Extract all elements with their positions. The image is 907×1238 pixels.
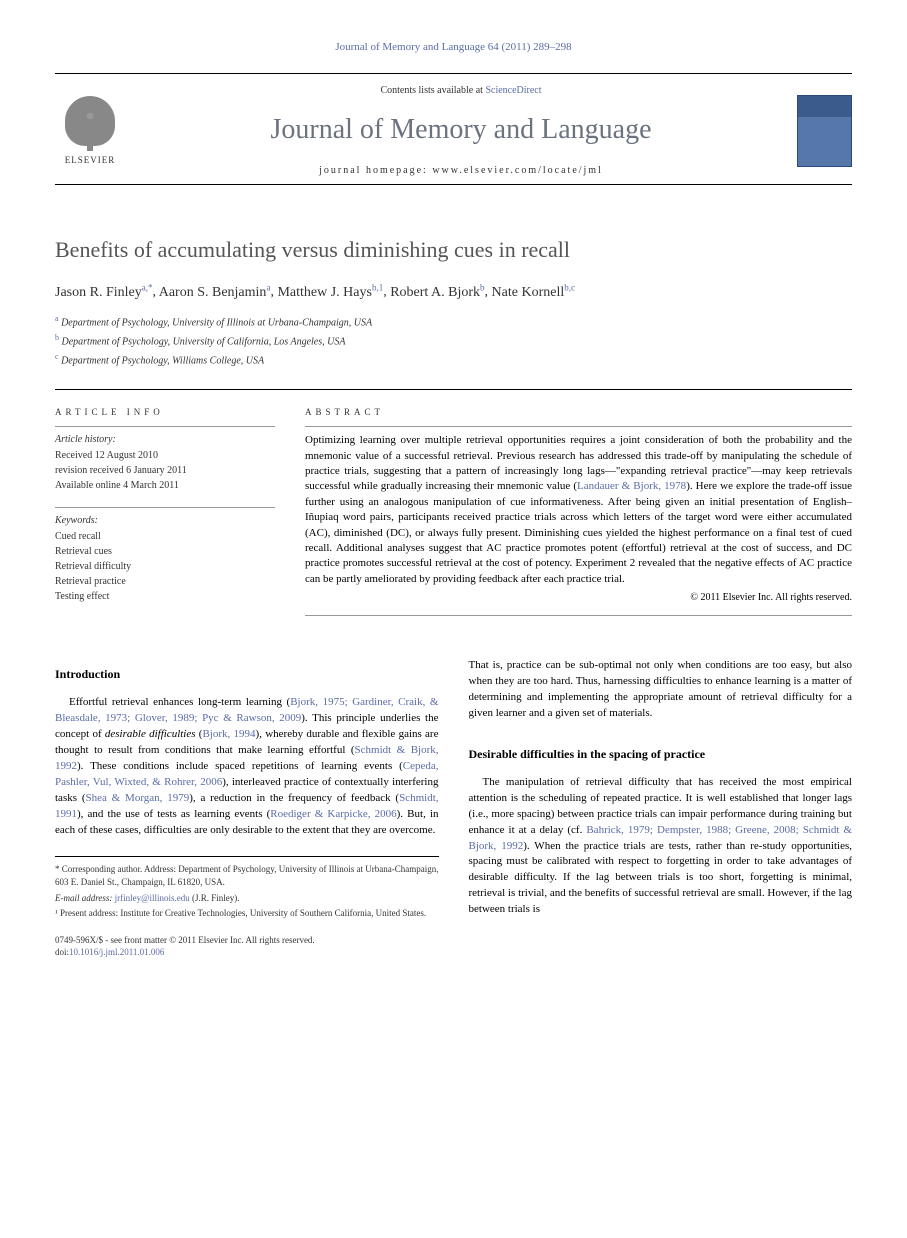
- author: Aaron S. Benjamina: [159, 285, 271, 300]
- spacing-paragraph: The manipulation of retrieval difficulty…: [469, 775, 853, 918]
- affiliation: c Department of Psychology, Williams Col…: [55, 351, 852, 368]
- email-line: E-mail address: jrfinley@illinois.edu (J…: [55, 892, 439, 905]
- journal-cover-thumb: [797, 95, 852, 167]
- homepage-line: journal homepage: www.elsevier.com/locat…: [125, 164, 797, 178]
- article-title: Benefits of accumulating versus diminish…: [55, 235, 852, 266]
- present-address: ¹ Present address: Institute for Creativ…: [55, 907, 439, 920]
- intro-paragraph: Effortful retrieval enhances long-term l…: [55, 695, 439, 838]
- author: Robert A. Bjorkb: [390, 285, 484, 300]
- citation-link[interactable]: Landauer & Bjork, 1978: [577, 480, 686, 492]
- left-column: Introduction Effortful retrieval enhance…: [55, 658, 439, 959]
- citation-link[interactable]: Bjork, 1975; Gardiner, Craik, & Bleasdal…: [55, 696, 439, 724]
- banner-center: Contents lists available at ScienceDirec…: [125, 84, 797, 177]
- article-info: ARTICLE INFO Article history: Received 1…: [55, 406, 275, 619]
- sciencedirect-link[interactable]: ScienceDirect: [485, 85, 541, 96]
- right-column: That is, practice can be sub-optimal not…: [469, 658, 853, 959]
- body-paragraph: That is, practice can be sub-optimal not…: [469, 658, 853, 722]
- history-block: Article history: Received 12 August 2010…: [55, 426, 275, 493]
- abstract-copyright: © 2011 Elsevier Inc. All rights reserved…: [305, 591, 852, 605]
- doi-link[interactable]: 10.1016/j.jml.2011.01.006: [69, 947, 164, 957]
- abstract-text: Optimizing learning over multiple retrie…: [305, 426, 852, 616]
- publisher-name: ELSEVIER: [65, 154, 116, 167]
- citation-link[interactable]: Bjork, 1994: [202, 728, 255, 740]
- affiliation: a Department of Psychology, University o…: [55, 313, 852, 330]
- spacing-heading: Desirable difficulties in the spacing of…: [469, 746, 853, 763]
- journal-banner: ELSEVIER Contents lists available at Sci…: [55, 73, 852, 184]
- affiliation: b Department of Psychology, University o…: [55, 332, 852, 349]
- elsevier-tree-icon: [65, 96, 115, 146]
- body-columns: Introduction Effortful retrieval enhance…: [55, 658, 852, 959]
- corresponding-author: * Corresponding author. Address: Departm…: [55, 863, 439, 888]
- abstract-label: ABSTRACT: [305, 406, 852, 419]
- running-header: Journal of Memory and Language 64 (2011)…: [55, 40, 852, 55]
- author: Nate Kornellb,c: [492, 285, 575, 300]
- contents-line: Contents lists available at ScienceDirec…: [125, 84, 797, 98]
- author: Matthew J. Haysb,1: [277, 285, 383, 300]
- article-info-label: ARTICLE INFO: [55, 406, 275, 419]
- citation-text: Journal of Memory and Language 64 (2011)…: [335, 41, 571, 53]
- introduction-heading: Introduction: [55, 666, 439, 683]
- keywords-block: Keywords: Cued recall Retrieval cues Ret…: [55, 507, 275, 604]
- homepage-url[interactable]: www.elsevier.com/locate/jml: [432, 165, 603, 176]
- abstract: ABSTRACT Optimizing learning over multip…: [305, 406, 852, 619]
- copyright-footer: 0749-596X/$ - see front matter © 2011 El…: [55, 934, 439, 959]
- citation-link[interactable]: Bahrick, 1979; Dempster, 1988; Greene, 2…: [469, 824, 853, 852]
- citation-link[interactable]: Schmidt & Bjork, 1992: [55, 744, 439, 772]
- citation-link[interactable]: Cepeda, Pashler, Vul, Wixted, & Rohrer, …: [55, 760, 439, 788]
- elsevier-logo: ELSEVIER: [55, 96, 125, 167]
- journal-name: Journal of Memory and Language: [125, 110, 797, 149]
- citation-link[interactable]: Roediger & Karpicke, 2006: [270, 808, 396, 820]
- author: Jason R. Finleya,*: [55, 285, 152, 300]
- email-link[interactable]: jrfinley@illinois.edu: [115, 893, 190, 903]
- citation-link[interactable]: Shea & Morgan, 1979: [85, 792, 189, 804]
- footnotes: * Corresponding author. Address: Departm…: [55, 856, 439, 919]
- affiliations: a Department of Psychology, University o…: [55, 313, 852, 369]
- author-list: Jason R. Finleya,*, Aaron S. Benjamina, …: [55, 281, 852, 302]
- info-abstract-row: ARTICLE INFO Article history: Received 1…: [55, 389, 852, 619]
